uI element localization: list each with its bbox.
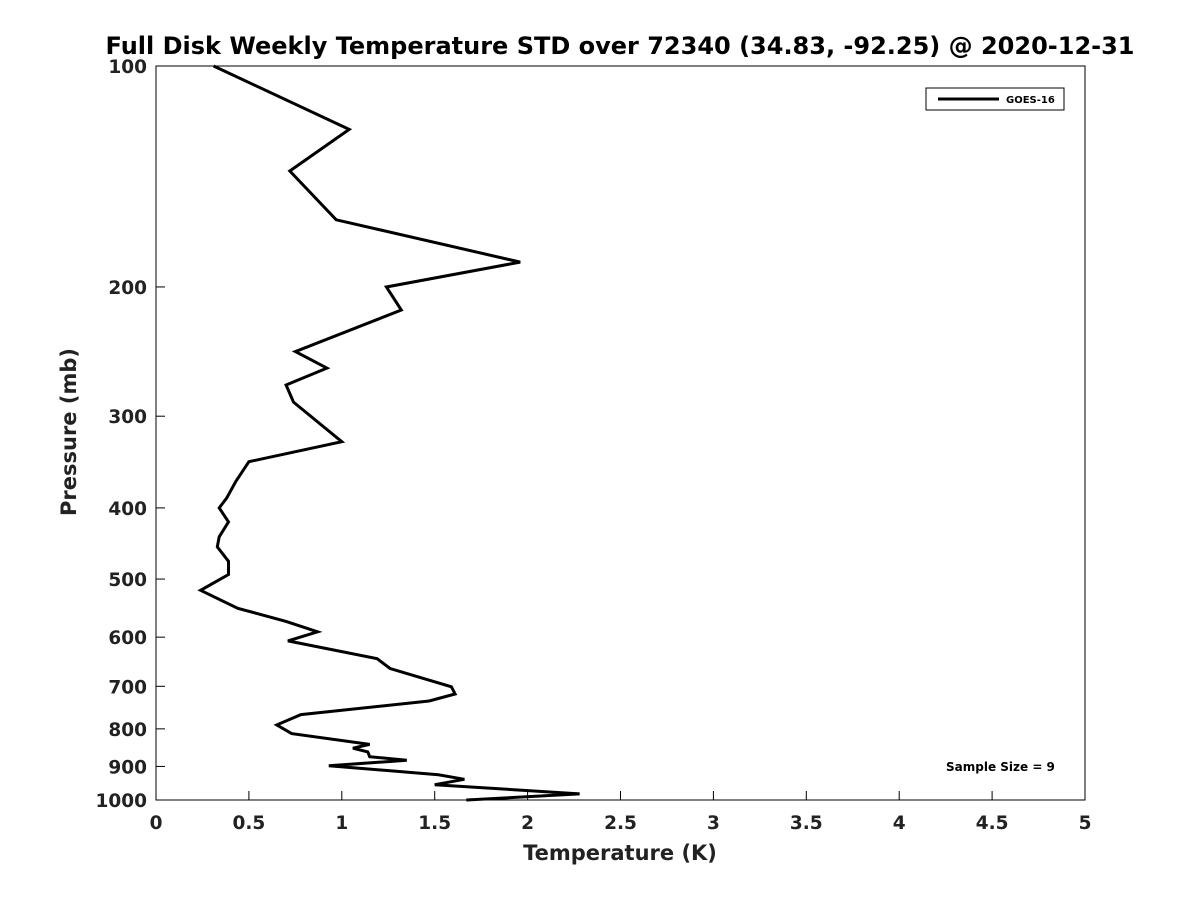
x-tick-label: 3 <box>707 813 720 834</box>
y-tick-label: 400 <box>108 499 147 520</box>
y-tick-label: 900 <box>108 757 147 778</box>
x-tick-label: 3.5 <box>790 813 823 834</box>
chart-title: Full Disk Weekly Temperature STD over 72… <box>106 32 1135 60</box>
series-line-goes-16 <box>197 64 580 802</box>
y-tick-label: 800 <box>108 720 147 741</box>
x-tick-label: 5 <box>1079 813 1092 834</box>
x-tick-label: 1 <box>335 813 348 834</box>
x-tick-label: 2.5 <box>604 813 637 834</box>
y-tick-label: 200 <box>108 278 147 299</box>
x-tick-label: 2 <box>521 813 534 834</box>
x-axis-label: Temperature (K) <box>523 841 717 865</box>
x-tick-label: 4 <box>893 813 906 834</box>
y-tick-label: 700 <box>108 677 147 698</box>
plot-axes-frame <box>155 65 1086 801</box>
y-tick-label: 600 <box>108 628 147 649</box>
x-tick-label: 1.5 <box>418 813 451 834</box>
y-axis-label: Pressure (mb) <box>57 348 81 516</box>
sample-size-annotation: Sample Size = 9 <box>946 760 1055 774</box>
y-tick-label: 1000 <box>96 791 148 812</box>
y-axis-ticks: 100 200 300 400 500 600 700 800 900 1000 <box>96 57 165 812</box>
y-tick-label: 100 <box>108 57 147 78</box>
x-axis-ticks: 0 0.5 1 1.5 2 2.5 3 3.5 4 4.5 5 <box>150 791 1092 834</box>
x-tick-label: 0.5 <box>233 813 266 834</box>
x-tick-label: 4.5 <box>976 813 1009 834</box>
legend: GOES-16 <box>925 87 1065 111</box>
y-tick-label: 300 <box>108 407 147 428</box>
x-tick-label: 0 <box>150 813 163 834</box>
legend-label-goes-16: GOES-16 <box>1006 95 1055 106</box>
y-tick-label: 500 <box>108 570 147 591</box>
